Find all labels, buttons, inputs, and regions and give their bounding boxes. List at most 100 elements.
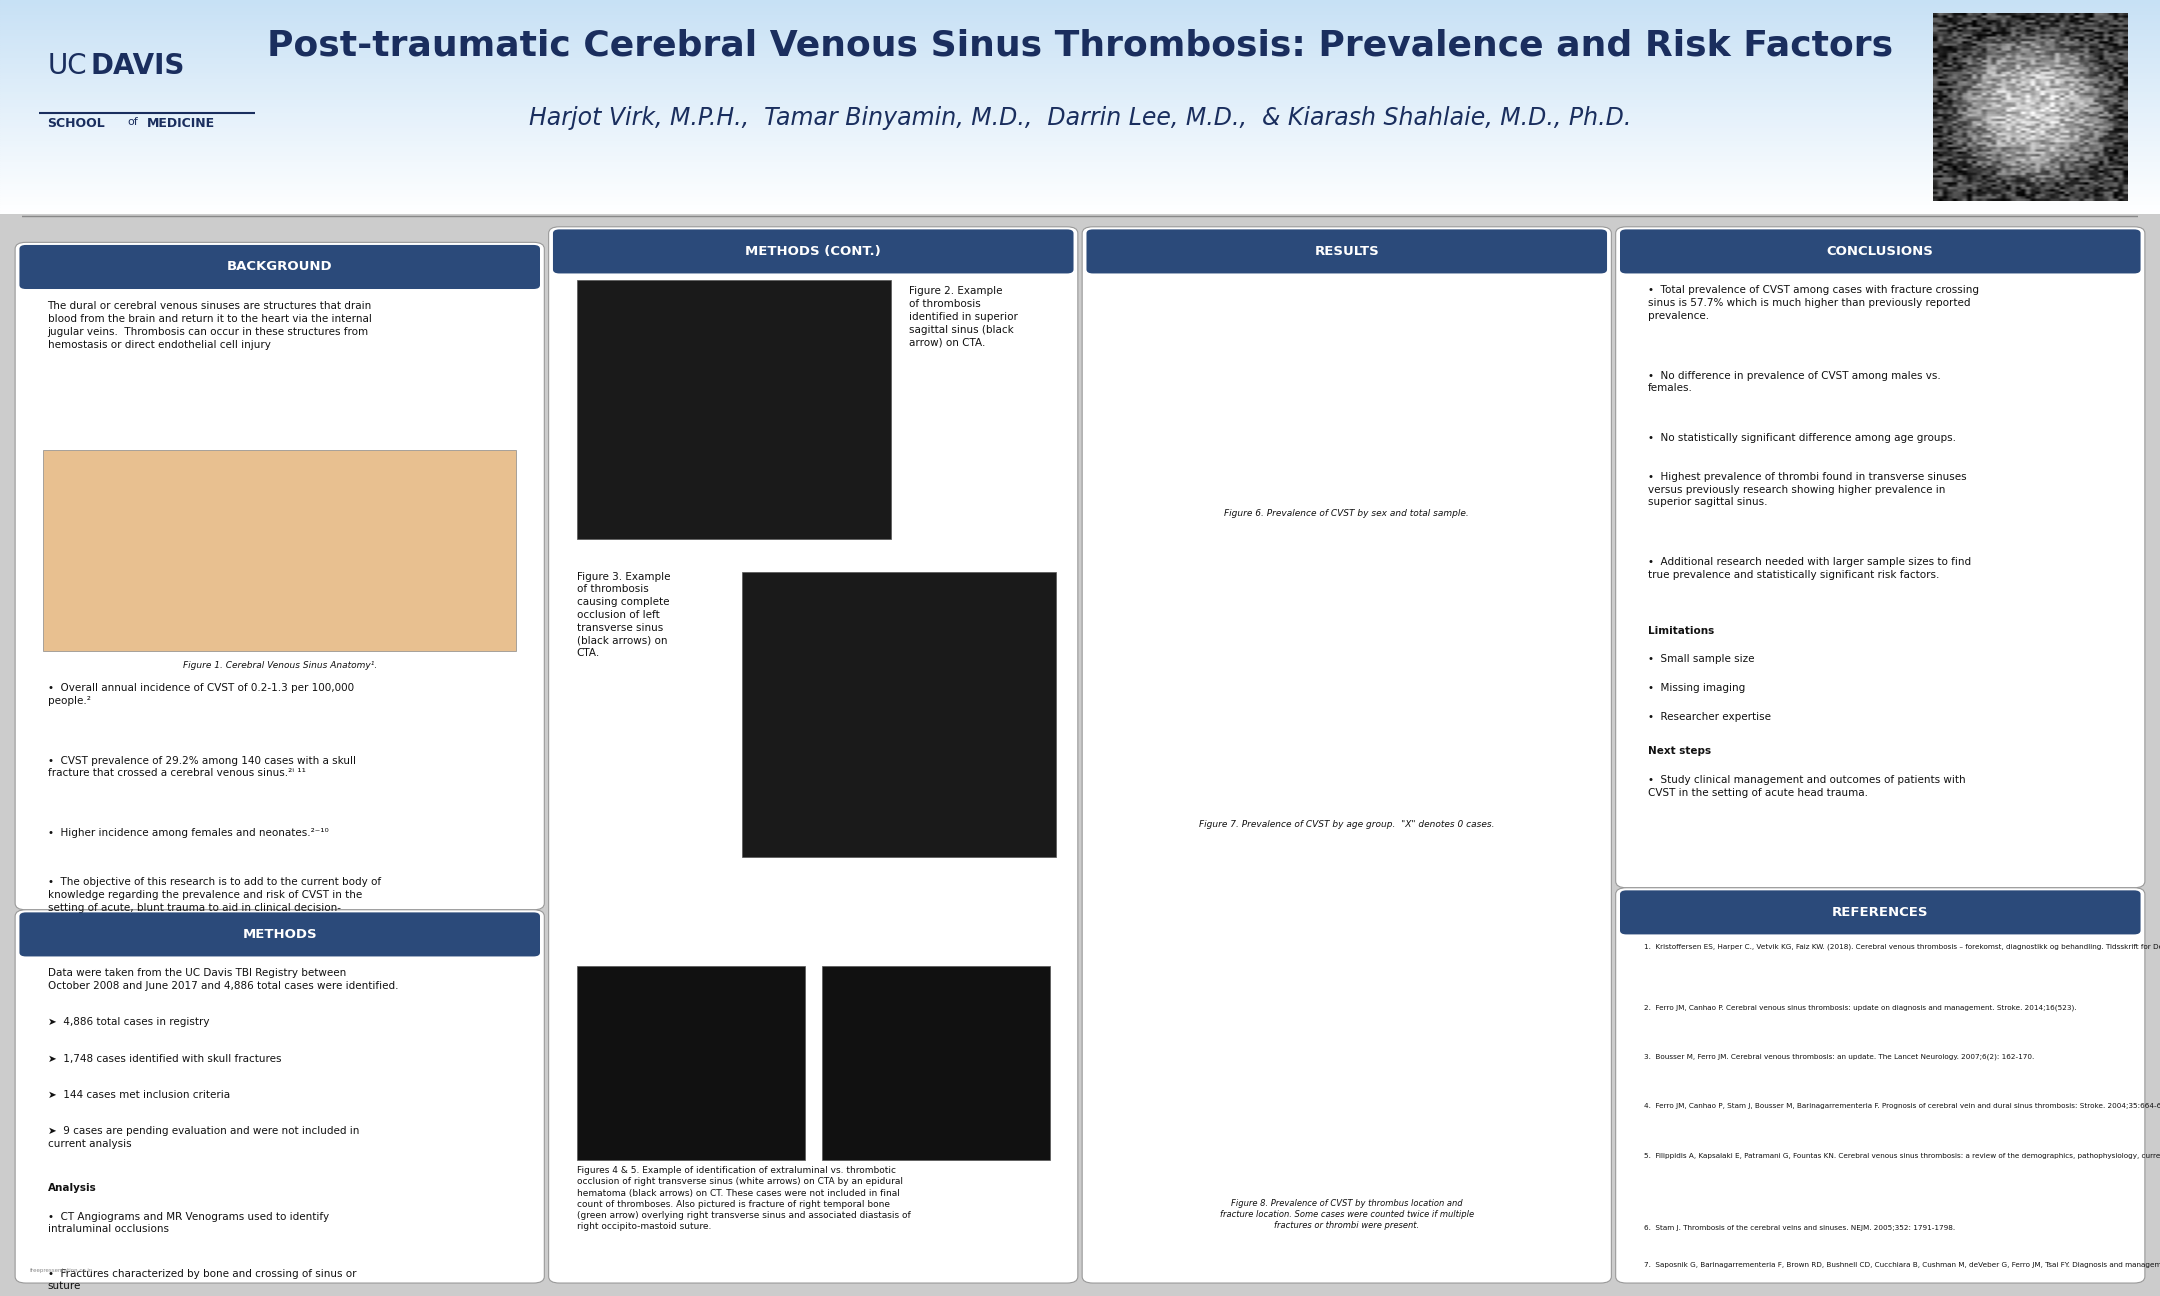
Bar xyxy=(0,188,2160,191)
Bar xyxy=(0,6,2160,9)
FancyBboxPatch shape xyxy=(0,214,2160,1296)
Bar xyxy=(1290,385,1344,503)
Y-axis label: %CVST: %CVST xyxy=(1071,665,1080,704)
FancyBboxPatch shape xyxy=(19,245,540,289)
Bar xyxy=(1171,375,1223,503)
Text: ➤  1,748 cases identified with skull fractures: ➤ 1,748 cases identified with skull frac… xyxy=(48,1054,281,1064)
Bar xyxy=(0,66,2160,69)
Text: •  Additional research needed with larger sample sizes to find
true prevalence a: • Additional research needed with larger… xyxy=(1648,557,1972,581)
Bar xyxy=(0,132,2160,135)
Bar xyxy=(0,30,2160,32)
Bar xyxy=(0,148,2160,150)
Text: Data were taken from the UC Davis TBI Registry between
October 2008 and June 201: Data were taken from the UC Davis TBI Re… xyxy=(48,968,397,991)
Bar xyxy=(0,174,2160,175)
Bar xyxy=(0,92,2160,95)
Bar xyxy=(0,161,2160,162)
Bar xyxy=(1544,1124,1562,1192)
FancyBboxPatch shape xyxy=(1082,227,1611,1283)
Text: Figure 7. Prevalence of CVST by age group.  "X" denotes 0 cases.: Figure 7. Prevalence of CVST by age grou… xyxy=(1199,820,1495,829)
Text: of: of xyxy=(127,117,138,127)
Bar xyxy=(1158,907,1175,1192)
Bar xyxy=(0,198,2160,201)
Bar xyxy=(0,95,2160,96)
Bar xyxy=(0,34,2160,36)
Text: •  Small sample size: • Small sample size xyxy=(1648,654,1754,665)
Bar xyxy=(0,52,2160,53)
X-axis label: Age Group: Age Group xyxy=(1318,840,1376,849)
Text: REFERENCES: REFERENCES xyxy=(1832,906,1929,919)
Bar xyxy=(1305,1142,1324,1192)
FancyBboxPatch shape xyxy=(43,450,516,651)
Bar xyxy=(0,96,2160,98)
Text: •  Fractures characterized by bone and crossing of sinus or
suture: • Fractures characterized by bone and cr… xyxy=(48,1269,356,1291)
Bar xyxy=(0,126,2160,128)
Bar xyxy=(0,4,2160,6)
Text: 7.  Saposnik G, Barinagarrementeria F, Brown RD, Bushnell CD, Cucchiara B, Cushm: 7. Saposnik G, Barinagarrementeria F, Br… xyxy=(1644,1262,2160,1269)
Bar xyxy=(0,197,2160,198)
Bar xyxy=(0,69,2160,70)
Bar xyxy=(0,111,2160,113)
Bar xyxy=(0,23,2160,26)
Text: 4.  Ferro JM, Canhao P, Stam J, Bousser M, Barinagarrementeria F. Prognosis of c: 4. Ferro JM, Canhao P, Stam J, Bousser M… xyxy=(1644,1103,2160,1109)
Text: RESULTS: RESULTS xyxy=(1315,245,1378,258)
Bar xyxy=(0,73,2160,75)
Bar xyxy=(0,56,2160,58)
Bar xyxy=(0,122,2160,124)
FancyBboxPatch shape xyxy=(549,227,1078,1283)
Text: •  The objective of this research is to add to the current body of
knowledge reg: • The objective of this research is to a… xyxy=(48,877,380,925)
Title: Prevalence of CVST by Sex (N=135): Prevalence of CVST by Sex (N=135) xyxy=(1138,849,1307,858)
Bar xyxy=(0,16,2160,17)
FancyBboxPatch shape xyxy=(15,242,544,910)
Bar xyxy=(0,26,2160,27)
FancyBboxPatch shape xyxy=(15,910,544,1283)
Text: Figure 1. Cerebral Venous Sinus Anatomy¹.: Figure 1. Cerebral Venous Sinus Anatomy¹… xyxy=(184,661,376,670)
Bar xyxy=(0,76,2160,79)
Y-axis label: %CVST: %CVST xyxy=(1315,1011,1324,1041)
Text: •  CT Angiograms and MR Venograms used to identify
intraluminal occlusions: • CT Angiograms and MR Venograms used to… xyxy=(48,1212,328,1234)
Text: METHODS (CONT.): METHODS (CONT.) xyxy=(745,245,881,258)
Bar xyxy=(0,168,2160,171)
Text: UC: UC xyxy=(48,52,86,80)
Bar xyxy=(1356,696,1382,814)
Bar xyxy=(0,145,2160,148)
FancyBboxPatch shape xyxy=(1616,888,2145,1283)
Bar xyxy=(0,75,2160,76)
Text: Figures 4 & 5. Example of identification of extraluminal vs. thrombotic
occlusio: Figures 4 & 5. Example of identification… xyxy=(577,1166,912,1231)
Bar xyxy=(0,40,2160,43)
Text: BACKGROUND: BACKGROUND xyxy=(227,260,333,273)
Bar xyxy=(0,32,2160,34)
Text: Harjot Virk, M.P.H.,  Tamar Binyamin, M.D.,  Darrin Lee, M.D.,  & Kiarash Shahla: Harjot Virk, M.P.H., Tamar Binyamin, M.D… xyxy=(529,106,1631,131)
Text: SCHOOL: SCHOOL xyxy=(48,117,106,130)
Bar xyxy=(0,102,2160,105)
FancyBboxPatch shape xyxy=(821,966,1050,1160)
Bar xyxy=(1508,1077,1525,1192)
Text: 1.  Kristoffersen ES, Harper C., Vetvik KG, Faiz KW. (2018). Cerebral venous thr: 1. Kristoffersen ES, Harper C., Vetvik K… xyxy=(1644,943,2160,950)
Text: 2.  Ferro JM, Canhao P. Cerebral venous sinus thrombosis: update on diagnosis an: 2. Ferro JM, Canhao P. Cerebral venous s… xyxy=(1644,1004,2076,1011)
Text: DAVIS: DAVIS xyxy=(91,52,186,80)
Bar xyxy=(0,58,2160,60)
Bar xyxy=(0,115,2160,118)
Bar xyxy=(0,165,2160,167)
Text: •  Missing imaging: • Missing imaging xyxy=(1648,683,1745,693)
Bar xyxy=(1223,696,1248,814)
Text: Figure 2. Example
of thrombosis
identified in superior
sagittal sinus (black
arr: Figure 2. Example of thrombosis identifi… xyxy=(909,286,1017,347)
Bar xyxy=(1471,933,1488,1192)
Bar xyxy=(0,205,2160,207)
Text: •  Study clinical management and outcomes of patients with
CVST in the setting o: • Study clinical management and outcomes… xyxy=(1648,775,1966,798)
Bar xyxy=(0,175,2160,178)
Bar xyxy=(1534,578,1562,814)
Bar xyxy=(0,191,2160,193)
Bar xyxy=(1231,1098,1251,1192)
Bar xyxy=(0,193,2160,194)
Text: Figure 6. Prevalence of CVST by sex and total sample.: Figure 6. Prevalence of CVST by sex and … xyxy=(1225,509,1469,518)
Bar xyxy=(0,89,2160,92)
Bar xyxy=(0,86,2160,88)
FancyBboxPatch shape xyxy=(1620,890,2141,934)
Bar xyxy=(1311,719,1337,814)
Bar xyxy=(0,79,2160,82)
Text: •  No statistically significant difference among age groups.: • No statistically significant differenc… xyxy=(1648,433,1957,443)
Bar xyxy=(0,109,2160,111)
Text: 6.  Stam J. Thrombosis of the cerebral veins and sinuses. NEJM. 2005;352: 1791-1: 6. Stam J. Thrombosis of the cerebral ve… xyxy=(1644,1225,1955,1231)
Bar xyxy=(0,207,2160,210)
Bar xyxy=(0,184,2160,187)
